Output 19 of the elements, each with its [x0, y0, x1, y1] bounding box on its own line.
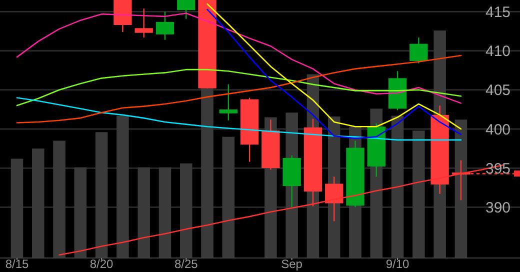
candlestick [325, 176, 344, 222]
y-tick-label: 405 [485, 82, 511, 100]
line-series [16, 68, 462, 106]
y-tick-label: 390 [485, 199, 511, 216]
candlestick [177, 0, 196, 20]
x-tick-label: 9/10 [386, 257, 410, 271]
line-series [16, 12, 462, 104]
y-tick-label: 415 [485, 4, 511, 21]
y-tick-label: 400 [485, 121, 511, 138]
candlestick [410, 36, 428, 64]
line-series [16, 97, 462, 141]
candlestick [219, 84, 238, 121]
x-tick-label: 8/15 [5, 257, 29, 271]
candlestick [156, 11, 174, 40]
x-tick-label: 8/20 [90, 257, 114, 271]
y-tick-label: 410 [485, 43, 511, 60]
x-tick-label: 8/25 [174, 257, 198, 271]
x-tick-label: Sep [281, 257, 303, 271]
candlestick [134, 8, 153, 38]
